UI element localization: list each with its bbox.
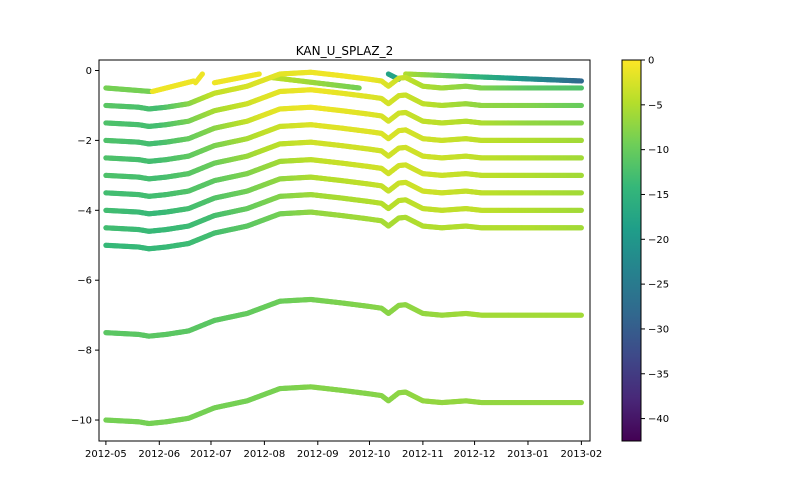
series-depth-m0_5-2 [192, 71, 205, 86]
data-point [356, 85, 362, 91]
data-point [578, 78, 584, 84]
chart-title: KAN_U_SPLAZ_2 [296, 44, 394, 58]
data-point [578, 155, 584, 161]
series-depth-m0_5-3 [211, 71, 262, 86]
data-point [578, 120, 584, 126]
data-point [578, 102, 584, 109]
data-point [578, 172, 584, 178]
data-point [578, 137, 584, 143]
series-depth-m1-7 [103, 69, 584, 112]
data-point [199, 71, 205, 77]
series-depth-m0_5-0 [103, 85, 154, 95]
series-depth-m1_5-8 [103, 87, 584, 130]
scatter-marks [103, 69, 584, 427]
series-depth-m0_5-6 [403, 71, 584, 84]
data-point [578, 85, 584, 91]
data-point [578, 190, 584, 196]
data-point [256, 71, 262, 77]
series-depth-m0_5-1 [149, 78, 197, 95]
data-point [578, 207, 584, 213]
